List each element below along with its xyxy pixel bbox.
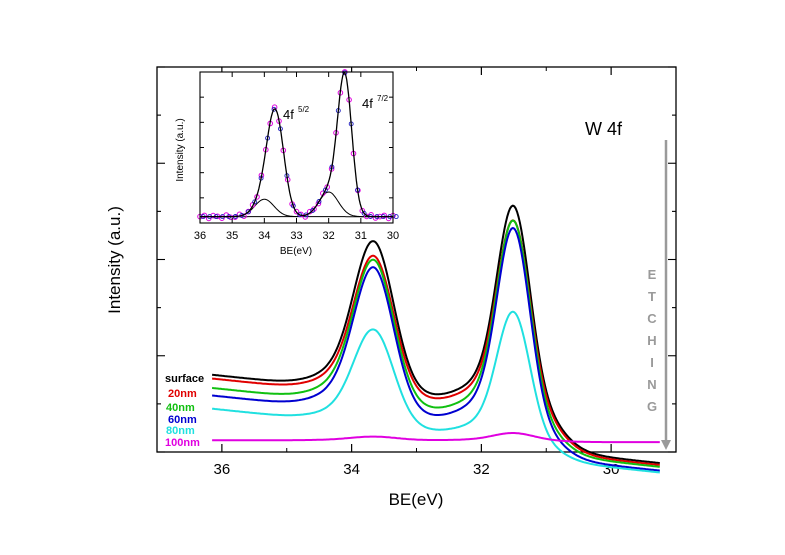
etching-letter: I — [650, 355, 654, 370]
inset-fit-point — [252, 199, 258, 205]
inset-x-tick-label: 35 — [226, 230, 238, 242]
etching-arrow-head — [661, 440, 671, 450]
series-line-20nm — [211, 219, 660, 466]
inset-fit-point — [342, 70, 348, 76]
inset-data-point — [201, 212, 208, 219]
inset-ticks: 36 35 34 33 32 31 30 — [194, 72, 399, 242]
legend-entry-40nm: 40nm — [166, 402, 195, 414]
inset-fit-point — [393, 214, 399, 220]
inset-data-point — [293, 208, 300, 215]
inset-peak1-sup: 5/2 — [298, 105, 310, 114]
inset-x-axis-label: BE(eV) — [280, 246, 312, 257]
inset-x-tick-label: 33 — [290, 230, 302, 242]
chart-title: W 4f — [585, 119, 623, 139]
inset-x-tick-label: 32 — [323, 230, 335, 242]
y-axis-label: Intensity (a.u.) — [105, 206, 124, 314]
etching-letter: G — [647, 399, 657, 414]
inset-x-tick-label: 30 — [387, 230, 399, 242]
legend-entry-80nm: 80nm — [166, 425, 195, 437]
inset-fit-point — [290, 203, 296, 209]
etching-letter: T — [648, 289, 656, 304]
x-axis-label: BE(eV) — [389, 490, 444, 509]
inset-background — [200, 72, 393, 223]
x-tick-label: 34 — [343, 461, 360, 478]
etching-letter: C — [647, 311, 657, 326]
series-line-60nm — [212, 226, 660, 472]
legend-entry-surface: surface — [165, 373, 204, 385]
inset-peak1-label: 4f — [283, 107, 294, 122]
main-series — [211, 204, 660, 474]
inset-peak2-sup: 7/2 — [377, 94, 389, 103]
legend-entry-60nm: 60nm — [168, 414, 197, 426]
x-tick-label: 36 — [214, 461, 231, 478]
inset-fit-point — [310, 208, 316, 213]
series-line-80nm — [212, 310, 660, 474]
etching-letter: H — [647, 333, 656, 348]
etching-letter: E — [648, 267, 657, 282]
inset-fit-point — [245, 209, 251, 215]
x-tick-label: 32 — [473, 461, 490, 478]
inset-y-axis-label: Intensity (a.u.) — [175, 118, 186, 181]
legend-entry-20nm: 20nm — [168, 388, 197, 400]
series-line-surface — [211, 204, 660, 464]
inset-total-fit — [200, 72, 393, 218]
inset-fit-point — [316, 199, 322, 204]
inset-fit-point — [361, 210, 367, 216]
inset-x-tick-label: 31 — [355, 230, 367, 242]
inset-curves — [197, 69, 399, 222]
inset-x-tick-label: 36 — [194, 230, 206, 242]
inset-x-tick-label: 34 — [258, 230, 270, 242]
etching-letter: N — [647, 377, 656, 392]
series-line-100nm — [212, 432, 660, 444]
inset-peak2-label: 4f — [362, 96, 373, 111]
legend-entry-100nm: 100nm — [165, 437, 200, 449]
inset-fit-point — [322, 187, 328, 193]
series-line-40nm — [211, 219, 660, 468]
